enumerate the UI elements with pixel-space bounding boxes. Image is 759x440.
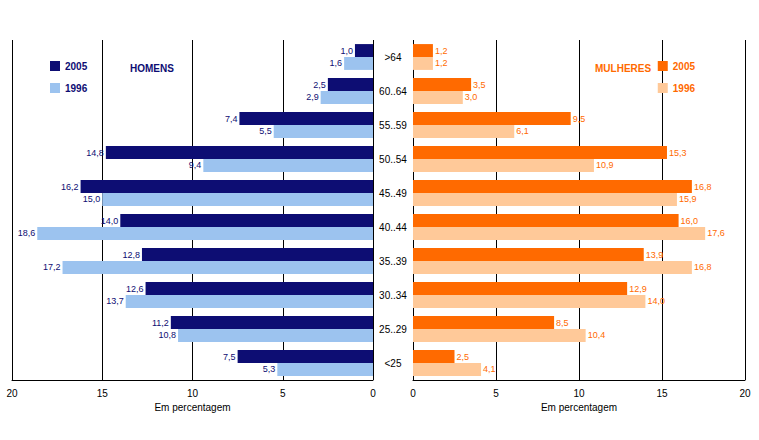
svg-text:45..49: 45..49	[379, 188, 407, 199]
svg-text:5,3: 5,3	[263, 364, 276, 374]
svg-text:20: 20	[739, 388, 751, 399]
svg-text:1996: 1996	[673, 83, 696, 94]
svg-text:MULHERES: MULHERES	[595, 63, 651, 74]
svg-text:30..34: 30..34	[379, 290, 407, 301]
svg-text:10: 10	[573, 388, 585, 399]
svg-text:2005: 2005	[673, 61, 696, 72]
svg-text:0: 0	[410, 388, 416, 399]
svg-text:15,9: 15,9	[679, 194, 697, 204]
svg-text:15: 15	[97, 388, 109, 399]
svg-text:1,2: 1,2	[435, 46, 448, 56]
svg-text:9,5: 9,5	[573, 114, 586, 124]
svg-text:12,8: 12,8	[122, 250, 140, 260]
svg-text:25..29: 25..29	[379, 324, 407, 335]
svg-text:17,2: 17,2	[43, 262, 61, 272]
svg-text:0: 0	[370, 388, 376, 399]
svg-text:13,7: 13,7	[106, 296, 124, 306]
svg-text:20: 20	[6, 388, 18, 399]
svg-text:10,9: 10,9	[596, 160, 614, 170]
svg-text:60..64: 60..64	[379, 86, 407, 97]
svg-text:35..39: 35..39	[379, 256, 407, 267]
svg-text:14,0: 14,0	[101, 216, 119, 226]
svg-text:16,0: 16,0	[681, 216, 699, 226]
svg-text:16,8: 16,8	[694, 182, 712, 192]
svg-text:7,5: 7,5	[223, 352, 236, 362]
svg-text:Em percentagem: Em percentagem	[541, 402, 617, 413]
svg-text:2,5: 2,5	[457, 352, 470, 362]
svg-text:5: 5	[280, 388, 286, 399]
svg-text:5,5: 5,5	[259, 126, 272, 136]
svg-text:14,0: 14,0	[647, 296, 665, 306]
svg-text:9,4: 9,4	[189, 160, 202, 170]
svg-text:2005: 2005	[65, 61, 88, 72]
svg-text:40..44: 40..44	[379, 222, 407, 233]
svg-text:1,0: 1,0	[340, 46, 353, 56]
svg-text:15: 15	[656, 388, 668, 399]
svg-text:1,6: 1,6	[330, 58, 343, 68]
svg-text:3,5: 3,5	[473, 80, 486, 90]
svg-text:12,9: 12,9	[629, 284, 647, 294]
svg-text:16,8: 16,8	[694, 262, 712, 272]
svg-text:<25: <25	[385, 358, 402, 369]
svg-text:7,4: 7,4	[225, 114, 238, 124]
svg-text:15,3: 15,3	[669, 148, 687, 158]
svg-text:6,1: 6,1	[516, 126, 529, 136]
svg-text:17,6: 17,6	[707, 228, 725, 238]
svg-text:Em percentagem: Em percentagem	[154, 402, 230, 413]
svg-text:5: 5	[493, 388, 499, 399]
svg-text:12,6: 12,6	[126, 284, 144, 294]
svg-text:1,2: 1,2	[435, 58, 448, 68]
svg-text:4,1: 4,1	[483, 364, 496, 374]
svg-text:2,5: 2,5	[313, 80, 326, 90]
svg-text:3,0: 3,0	[465, 92, 478, 102]
svg-text:18,6: 18,6	[18, 228, 36, 238]
svg-text:16,2: 16,2	[61, 182, 79, 192]
svg-text:2,9: 2,9	[306, 92, 319, 102]
svg-text:15,0: 15,0	[83, 194, 101, 204]
svg-text:11,2: 11,2	[152, 318, 169, 328]
svg-text:>64: >64	[385, 52, 402, 63]
svg-text:55..59: 55..59	[379, 120, 407, 131]
svg-text:10,4: 10,4	[588, 330, 606, 340]
svg-text:14,8: 14,8	[86, 148, 104, 158]
svg-text:13,9: 13,9	[646, 250, 664, 260]
svg-text:50..54: 50..54	[379, 154, 407, 165]
svg-text:HOMENS: HOMENS	[130, 63, 174, 74]
svg-text:1996: 1996	[65, 83, 88, 94]
svg-text:10,8: 10,8	[159, 330, 177, 340]
svg-text:8,5: 8,5	[556, 318, 569, 328]
svg-text:10: 10	[187, 388, 199, 399]
